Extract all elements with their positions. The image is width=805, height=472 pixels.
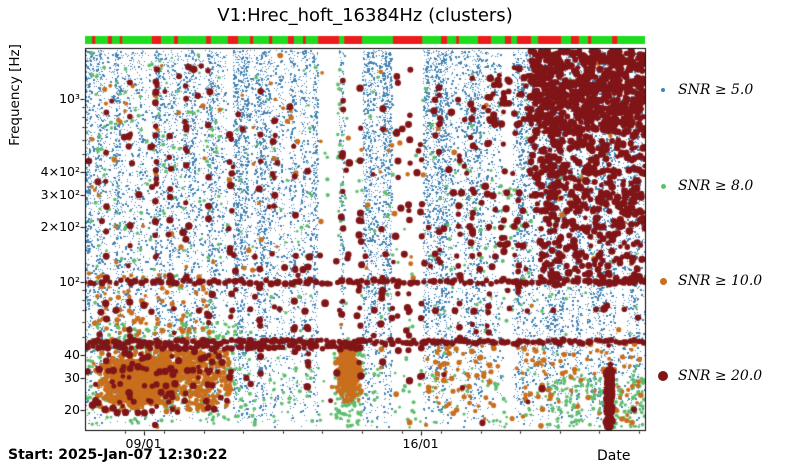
legend-marker-cell xyxy=(656,183,670,189)
x-tick-label: 09/01 xyxy=(125,436,162,451)
legend-marker-cell xyxy=(656,277,670,285)
legend: SNR ≥ 5.0 SNR ≥ 8.0 SNR ≥ 10.0 SNR ≥ 20.… xyxy=(652,0,805,472)
y-tick-label: 10² xyxy=(59,273,80,289)
snr20-marker-icon xyxy=(658,371,668,381)
snr5-marker-icon xyxy=(661,88,665,92)
x-tick-label: 16/01 xyxy=(402,436,439,451)
legend-label-snr-20: SNR ≥ 20.0 xyxy=(678,368,763,384)
snr10-marker-icon xyxy=(659,277,667,285)
snr8-marker-icon xyxy=(660,183,666,189)
y-tick-label: 40 xyxy=(64,346,80,362)
x-axis-label: Date xyxy=(597,448,631,464)
legend-marker-cell xyxy=(656,88,670,92)
y-tick-label: 2×10² xyxy=(40,218,80,234)
legend-label-snr-10: SNR ≥ 10.0 xyxy=(678,273,763,289)
legend-label-snr-5: SNR ≥ 5.0 xyxy=(678,82,754,98)
legend-item-snr-5: SNR ≥ 5.0 xyxy=(656,80,753,100)
chart-title: V1:Hrec_hoft_16384Hz (clusters) xyxy=(217,5,513,26)
legend-item-snr-8: SNR ≥ 8.0 xyxy=(656,176,753,196)
y-tick-label: 20 xyxy=(64,401,80,417)
y-tick-label: 10³ xyxy=(59,90,80,106)
legend-label-snr-8: SNR ≥ 8.0 xyxy=(678,178,754,194)
y-axis-label: Frequency [Hz] xyxy=(7,44,23,146)
legend-item-snr-20: SNR ≥ 20.0 xyxy=(656,366,762,386)
legend-item-snr-10: SNR ≥ 10.0 xyxy=(656,271,762,291)
y-tick-label: 30 xyxy=(64,369,80,385)
start-time-label: Start: 2025-Jan-07 12:30:22 xyxy=(8,447,228,463)
y-tick-label: 3×10² xyxy=(40,186,80,202)
y-tick-label: 4×10² xyxy=(40,163,80,179)
legend-marker-cell xyxy=(656,371,670,381)
